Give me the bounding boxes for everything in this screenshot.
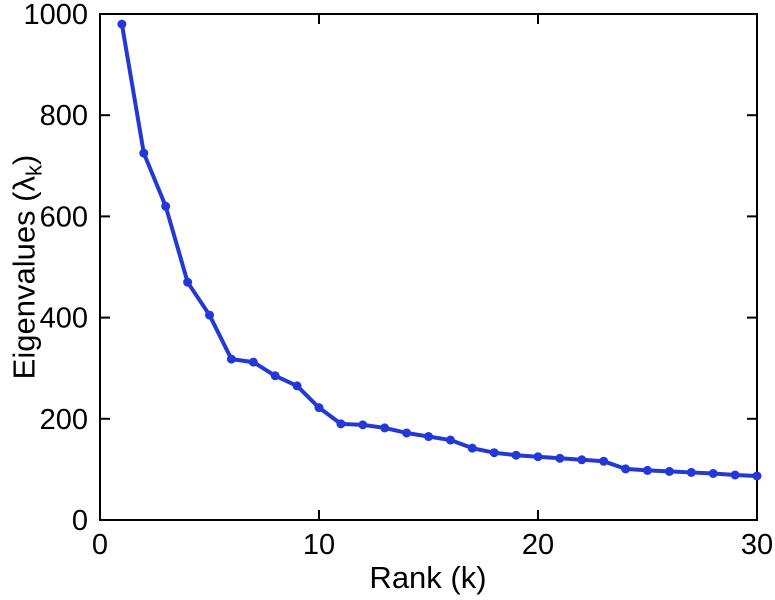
data-point-marker	[511, 450, 521, 460]
data-point-marker	[292, 381, 302, 391]
data-point-marker	[489, 448, 499, 458]
plot-box	[99, 13, 758, 521]
data-point-marker	[533, 452, 543, 462]
data-point-marker	[599, 456, 609, 466]
data-point-marker	[424, 432, 433, 442]
data-point-marker	[643, 465, 652, 475]
data-point-marker	[336, 419, 346, 429]
y-tick-label: 0	[72, 505, 88, 537]
data-point-marker	[708, 468, 718, 478]
y-tick-label: 1000	[23, 0, 88, 31]
data-point-marker	[358, 420, 368, 430]
y-axis-label-subscript: k	[21, 164, 47, 176]
data-point-marker	[445, 435, 455, 445]
data-point-marker	[248, 357, 258, 367]
data-point-marker	[664, 466, 674, 476]
x-tick-label: 20	[522, 529, 554, 561]
data-point-marker	[117, 19, 127, 29]
data-point-marker	[183, 277, 193, 287]
data-point-marker	[752, 471, 762, 481]
x-tick-label: 30	[741, 529, 773, 561]
x-tick-label: 10	[303, 529, 335, 561]
data-point-marker	[555, 453, 565, 463]
data-point-marker	[270, 371, 280, 381]
data-point-marker	[205, 310, 214, 320]
data-point-marker	[730, 470, 740, 480]
data-point-marker	[314, 403, 324, 413]
data-point-marker	[139, 148, 149, 158]
x-tick-label: 0	[92, 529, 108, 561]
x-axis-label: Rank (k)	[369, 560, 487, 595]
y-axis-label-main: Eigenvalues (λ	[6, 175, 42, 380]
y-tick-label: 800	[40, 100, 88, 132]
y-tick-label: 600	[40, 201, 88, 233]
data-point-marker	[380, 423, 390, 433]
y-axis-label-end: )	[6, 154, 42, 165]
y-tick-label: 400	[40, 303, 88, 335]
data-point-marker	[161, 201, 171, 211]
y-axis-label: Eigenvalues (λk)	[6, 154, 47, 380]
data-point-marker	[402, 428, 412, 438]
data-point-marker	[577, 455, 587, 465]
data-point-marker	[621, 464, 631, 474]
data-point-marker	[686, 467, 696, 477]
data-point-marker	[226, 354, 236, 364]
y-tick-label: 200	[40, 404, 88, 436]
data-point-marker	[467, 443, 477, 453]
eigenvalue-line	[119, 22, 759, 478]
